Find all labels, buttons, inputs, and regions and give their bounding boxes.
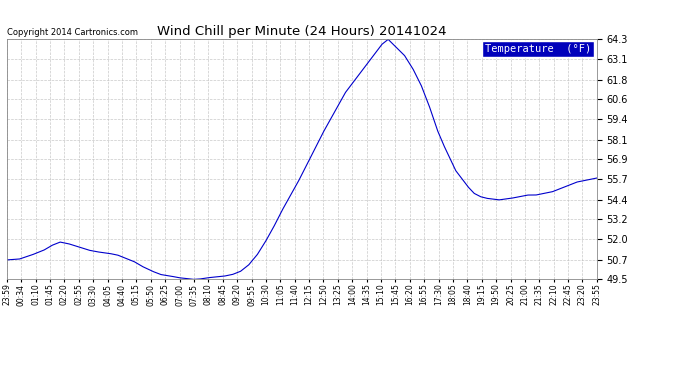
Text: Copyright 2014 Cartronics.com: Copyright 2014 Cartronics.com <box>7 28 138 37</box>
Title: Wind Chill per Minute (24 Hours) 20141024: Wind Chill per Minute (24 Hours) 2014102… <box>157 25 446 38</box>
Text: Temperature  (°F): Temperature (°F) <box>484 44 591 54</box>
